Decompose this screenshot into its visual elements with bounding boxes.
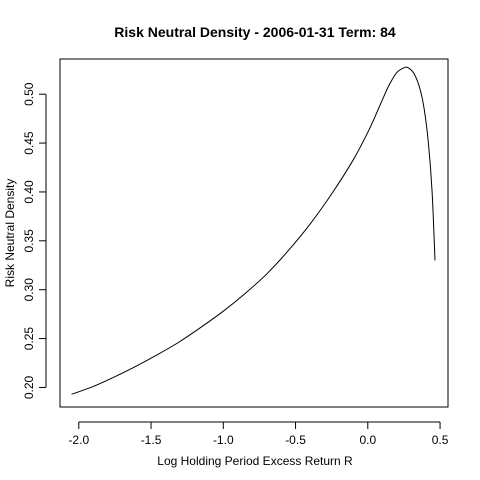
series-group <box>71 66 436 395</box>
y-axis-label: Risk Neutral Density <box>3 179 17 288</box>
x-tick-label: -0.5 <box>285 433 306 447</box>
x-tick-label: 0.5 <box>432 433 449 447</box>
x-tick-label: -2.0 <box>68 433 89 447</box>
chart-title: Risk Neutral Density - 2006-01-31 Term: … <box>114 24 396 40</box>
x-tick-label: -1.5 <box>141 433 162 447</box>
x-tick-label: -1.0 <box>213 433 234 447</box>
plot-frame <box>59 58 449 408</box>
y-tick-label: 0.20 <box>22 375 36 399</box>
plot-border <box>59 58 449 408</box>
x-axis: -2.0 -1.5 -1.0 -0.5 0.0 0.5 <box>68 421 449 447</box>
y-tick-label: 0.35 <box>22 229 36 253</box>
y-tick-label: 0.50 <box>22 82 36 106</box>
y-tick-label: 0.40 <box>22 180 36 204</box>
y-axis: 0.20 0.25 0.30 0.35 0.40 0.45 0.50 <box>22 82 47 399</box>
y-tick-label: 0.25 <box>22 327 36 351</box>
x-tick-label: 0.0 <box>359 433 376 447</box>
x-axis-label: Log Holding Period Excess Return R <box>157 454 353 468</box>
y-tick-label: 0.30 <box>22 278 36 302</box>
density-curve <box>71 66 436 395</box>
y-tick-label: 0.45 <box>22 131 36 155</box>
